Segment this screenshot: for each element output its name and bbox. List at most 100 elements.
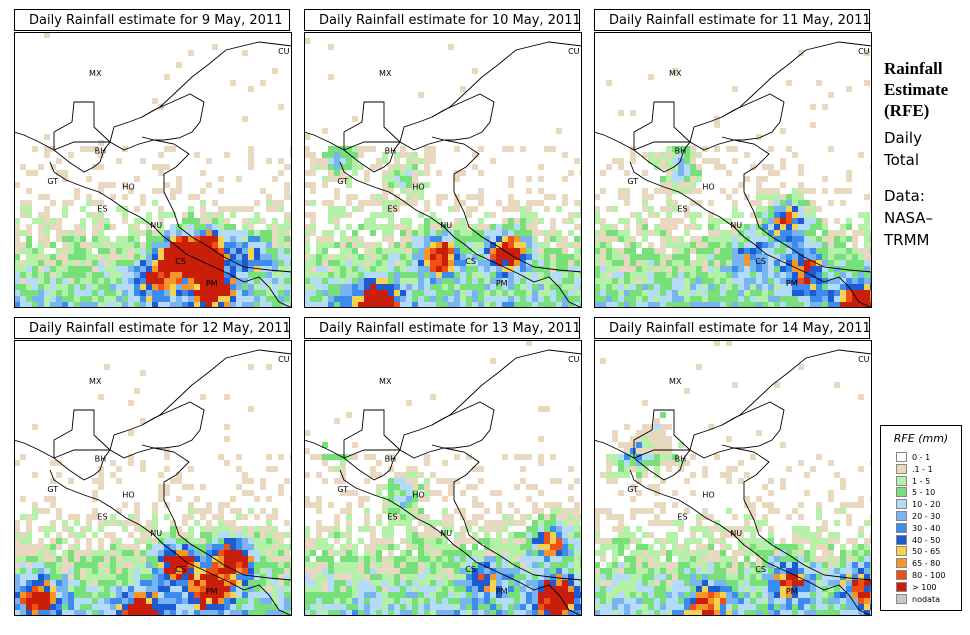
legend-item: 0 - 1 <box>896 452 930 463</box>
legend-label: 65 - 80 <box>912 559 941 569</box>
country-label: BH <box>95 454 107 463</box>
border-line <box>633 409 691 458</box>
legend-item: > 100 <box>896 581 937 593</box>
map-frame <box>594 32 872 308</box>
coastline <box>721 401 785 449</box>
country-label: CS <box>755 257 766 266</box>
legend-label: 40 - 50 <box>912 535 941 545</box>
heading-line: Estimate <box>884 80 949 99</box>
legend-swatch <box>896 570 907 580</box>
country-label: GT <box>337 485 348 494</box>
coastline <box>339 447 582 616</box>
country-label: CS <box>465 565 476 574</box>
panel-title: Daily Rainfall estimate for 14 May, 2011 <box>594 317 870 339</box>
border-line <box>343 409 401 458</box>
legend-item: 5 - 10 <box>896 487 935 498</box>
coastline <box>14 32 292 173</box>
country-label: CU <box>278 47 290 56</box>
legend-swatch <box>896 522 907 533</box>
country-label: CU <box>858 355 870 364</box>
country-label: ES <box>677 204 687 213</box>
coastline <box>721 93 785 141</box>
country-label: PM <box>206 587 218 596</box>
legend-label: 80 - 100 <box>912 571 946 580</box>
country-label: MX <box>379 377 392 386</box>
legend-label: .1 - 1 <box>912 464 933 474</box>
rainfall-cells <box>14 32 292 308</box>
legend-swatch <box>896 452 907 462</box>
legend-swatch <box>896 475 907 486</box>
legend-label: 20 - 30 <box>912 512 941 521</box>
country-label: NU <box>440 529 452 538</box>
country-label: GT <box>627 177 638 186</box>
legend-item: 80 - 100 <box>896 570 945 581</box>
country-label: GT <box>47 485 58 494</box>
country-label: NU <box>730 221 742 230</box>
country-label: GT <box>337 177 348 186</box>
rainfall-map: CU MX BH GT HO ES NU CS PM <box>304 32 582 308</box>
panel-title: Daily Rainfall estimate for 12 May, 2011 <box>14 317 290 339</box>
country-label: ES <box>387 204 397 213</box>
legend-item: 65 - 80 <box>896 558 940 569</box>
country-label: ES <box>677 512 687 521</box>
border-line <box>343 101 401 150</box>
legend-swatch <box>896 546 907 557</box>
legend-item: 40 - 50 <box>896 534 941 546</box>
heading-line: (RFE) <box>884 101 930 120</box>
country-label: CU <box>278 355 290 364</box>
country-label: PM <box>496 279 508 288</box>
legend-item: 1 - 5 <box>896 475 930 487</box>
coastline <box>49 447 292 616</box>
legend-item: 50 - 65 <box>896 546 940 557</box>
heading-line: Rainfall <box>884 59 943 78</box>
coastline <box>629 139 872 308</box>
legend-label: 30 - 40 <box>912 523 941 533</box>
legend-label: 50 - 65 <box>912 547 941 557</box>
legend-title: RFE (mm) <box>893 432 949 445</box>
rainfall-map-panel: Daily Rainfall estimate for 12 May, 2011… <box>14 317 292 616</box>
country-label: MX <box>669 377 682 386</box>
rfe-heading: Rainfall Estimate (RFE) <box>884 58 968 121</box>
rainfall-map: CU MX BH GT HO ES NU CS PM <box>594 32 872 308</box>
data-source-text: Data: NASA– TRMM <box>884 185 968 251</box>
country-label: NU <box>150 221 162 230</box>
caption-line: Data: <box>884 187 925 205</box>
legend-item: .1 - 1 <box>896 463 933 475</box>
map-frame <box>14 32 292 308</box>
country-label: PM <box>206 279 218 288</box>
rainfall-cells <box>14 340 292 616</box>
side-caption: Rainfall Estimate (RFE) Daily Total Data… <box>884 58 968 251</box>
coastline <box>304 32 582 173</box>
country-label: GT <box>627 485 638 494</box>
caption-line: Total <box>884 151 920 169</box>
country-label: BH <box>385 454 397 463</box>
rainfall-map-panel: Daily Rainfall estimate for 13 May, 2011… <box>304 317 582 616</box>
country-label: HO <box>122 182 134 191</box>
country-label: PM <box>786 279 798 288</box>
country-label: MX <box>89 69 102 78</box>
country-label: CU <box>858 47 870 56</box>
coastline <box>141 93 205 141</box>
rainfall-map: CU MX BH GT HO ES NU CS PM <box>14 340 292 616</box>
rainfall-cells <box>304 32 582 308</box>
legend-item: 30 - 40 <box>896 522 941 534</box>
country-label: MX <box>669 69 682 78</box>
coastline <box>14 340 292 481</box>
legend-label: 10 - 20 <box>912 500 941 510</box>
legend-item: 20 - 30 <box>896 511 940 522</box>
country-label: HO <box>702 490 714 499</box>
rainfall-map: CU MX BH GT HO ES NU CS PM <box>304 340 582 616</box>
rainfall-map-panel: Daily Rainfall estimate for 11 May, 2011… <box>594 9 872 308</box>
caption-line: Daily <box>884 129 922 147</box>
country-label: CU <box>568 355 580 364</box>
country-label: ES <box>387 512 397 521</box>
rainfall-cells <box>594 32 872 308</box>
coastline <box>339 139 582 308</box>
country-label: CU <box>568 47 580 56</box>
border-line <box>53 409 111 458</box>
country-label: HO <box>412 490 424 499</box>
legend-item: nodata <box>896 593 940 605</box>
legend-label: > 100 <box>912 582 937 592</box>
country-label: HO <box>122 490 134 499</box>
country-label: MX <box>379 69 392 78</box>
